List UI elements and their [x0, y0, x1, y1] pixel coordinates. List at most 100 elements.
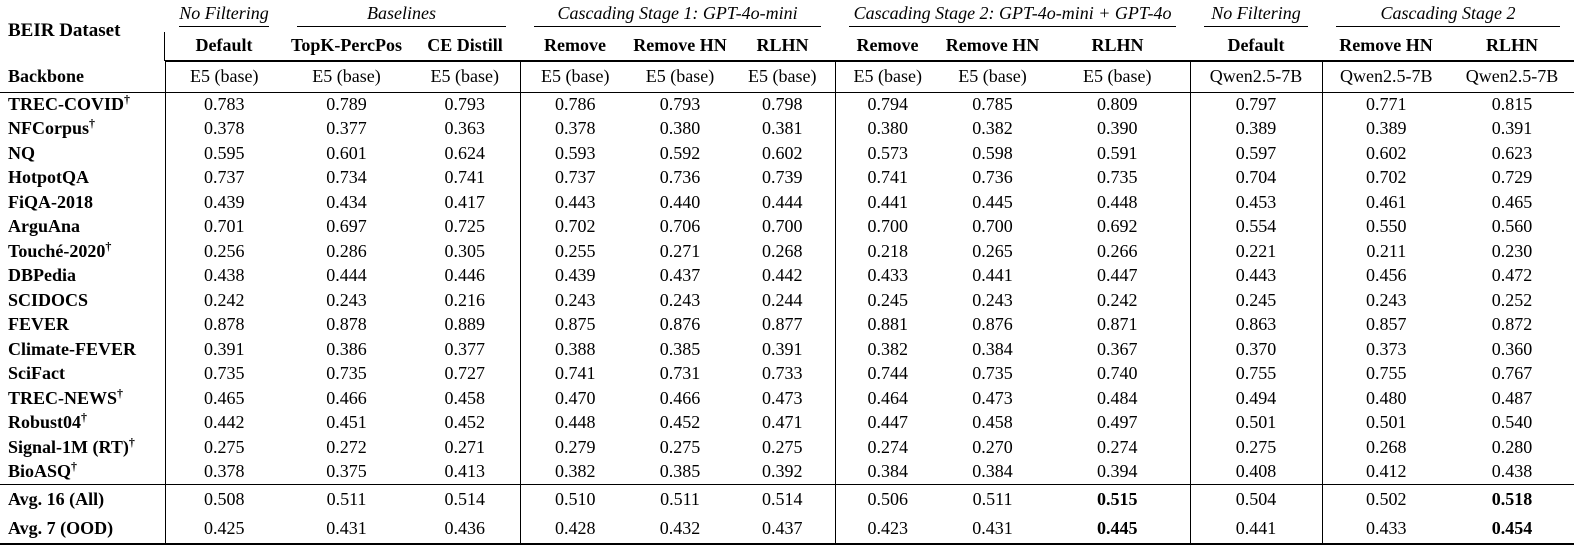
value-cell: 0.252 [1491, 289, 1533, 310]
value-cell: 0.464 [867, 387, 909, 408]
backbone-value: E5 (base) [835, 61, 941, 93]
value-cell: 0.733 [730, 361, 836, 386]
value-cell: 0.392 [730, 459, 836, 485]
value-cell: 0.438 [204, 265, 245, 286]
value-cell: 0.446 [410, 263, 521, 288]
dagger-icon: † [71, 459, 78, 473]
value-cell: 0.470 [555, 387, 596, 408]
value-cell: 0.480 [1366, 387, 1407, 408]
dataset-name: Avg. 16 (All) [0, 484, 166, 514]
dataset-name-text: SciFact [8, 363, 65, 384]
value-cell: 0.794 [867, 94, 909, 114]
average-value-cell: 0.511 [326, 488, 367, 509]
value-cell: 0.729 [1491, 167, 1533, 188]
value-cell: 0.441 [972, 265, 1013, 286]
value-cell: 0.735 [204, 363, 245, 384]
dataset-name-text: TREC-COVID [8, 94, 125, 114]
value-cell: 0.268 [730, 239, 836, 264]
backbone-value: E5 (base) [940, 61, 1046, 93]
table-header: BEIR Dataset No Filtering Baselines Cascadi… [0, 0, 1574, 93]
value-cell: 0.737 [555, 167, 596, 188]
value-cell: 0.453 [1190, 190, 1323, 215]
dataset-name: TREC-NEWS† [0, 386, 166, 411]
dagger-icon: † [124, 92, 131, 106]
value-cell: 0.465 [204, 387, 245, 408]
value-cell: 0.380 [659, 118, 701, 139]
value-cell: 0.876 [972, 314, 1013, 335]
value-cell: 0.702 [555, 216, 596, 237]
value-cell: 0.501 [1366, 412, 1407, 433]
value-cell: 0.573 [867, 142, 909, 163]
column-header-row: Default TopK-PercPos CE Distill Remove Remov… [0, 30, 1574, 62]
value-cell: 0.597 [1190, 141, 1323, 166]
value-cell: 0.413 [410, 459, 521, 485]
value-cell: 0.741 [410, 165, 521, 190]
table-row: Signal-1M (RT)† 0.275 0.272 0.271 0.279 0.275… [0, 435, 1574, 460]
value-cell: 0.439 [555, 265, 596, 286]
value-cell: 0.735 [1045, 165, 1191, 190]
dagger-icon: † [105, 239, 112, 253]
value-cell: 0.271 [410, 435, 521, 460]
value-cell: 0.382 [972, 118, 1013, 139]
value-cell: 0.735 [326, 363, 367, 384]
value-cell: 0.881 [867, 314, 909, 335]
value-cell: 0.386 [326, 338, 367, 359]
column-group-label: Baselines [297, 0, 506, 27]
value-cell: 0.591 [1045, 141, 1191, 166]
value-cell: 0.458 [972, 412, 1013, 433]
value-cell: 0.471 [730, 410, 836, 435]
value-cell: 0.221 [1190, 239, 1323, 264]
value-cell: 0.737 [204, 167, 245, 188]
table-row: Touché-2020† 0.256 0.286 0.305 0.255 0.271 0.2… [0, 239, 1574, 264]
value-cell: 0.443 [555, 191, 596, 212]
value-cell: 0.767 [1491, 363, 1533, 384]
value-cell: 0.243 [1366, 289, 1407, 310]
value-cell: 0.700 [972, 216, 1013, 237]
value-cell: 0.265 [972, 240, 1013, 261]
average-value-cell: 0.502 [1366, 488, 1407, 509]
value-cell: 0.740 [1045, 361, 1191, 386]
dataset-name: FEVER [0, 312, 166, 337]
value-cell: 0.783 [204, 94, 245, 114]
value-cell: 0.275 [1190, 435, 1323, 460]
dataset-name-text: Climate-FEVER [8, 338, 136, 359]
backbone-label: Backbone [0, 61, 166, 93]
average-value-cell: 0.510 [555, 488, 596, 509]
value-cell: 0.385 [659, 338, 701, 359]
average-value-cell: 0.511 [972, 488, 1013, 509]
value-cell: 0.275 [204, 436, 245, 457]
value-cell: 0.275 [730, 435, 836, 460]
value-cell: 0.876 [659, 314, 701, 335]
backbone-row: Backbone E5 (base) E5 (base) E5 (base) E5 (b… [0, 61, 1574, 93]
table-row: NQ 0.595 0.601 0.624 0.593 0.592 0.602 0.573 0.5… [0, 141, 1574, 166]
value-cell: 0.744 [867, 363, 909, 384]
dataset-name-text: FEVER [8, 314, 70, 335]
value-cell: 0.465 [1491, 191, 1533, 212]
value-cell: 0.384 [835, 459, 941, 485]
average-value-cell: 0.504 [1190, 484, 1323, 514]
value-cell: 0.734 [326, 167, 367, 188]
value-cell: 0.243 [972, 289, 1013, 310]
value-cell: 0.771 [1366, 94, 1407, 114]
value-cell: 0.452 [410, 410, 521, 435]
value-cell: 0.441 [867, 191, 909, 212]
value-cell: 0.442 [204, 412, 245, 433]
dataset-name: Signal-1M (RT)† [0, 435, 166, 460]
column-header: RLHN [1045, 30, 1191, 62]
value-cell: 0.373 [1366, 338, 1407, 359]
value-cell: 0.390 [1045, 116, 1191, 141]
value-cell: 0.877 [730, 312, 836, 337]
value-cell: 0.271 [659, 240, 701, 261]
value-cell: 0.378 [555, 118, 596, 139]
value-cell: 0.391 [204, 338, 245, 359]
average-value-cell: 0.432 [630, 514, 730, 545]
table-row: TREC-COVID† 0.783 0.789 0.793 0.786 0.793 0.79… [0, 92, 1574, 117]
backbone-value: E5 (base) [165, 61, 283, 93]
value-cell: 0.451 [326, 412, 367, 433]
dagger-icon: † [128, 435, 135, 449]
value-cell: 0.487 [1491, 387, 1533, 408]
value-cell: 0.437 [659, 265, 701, 286]
value-cell: 0.242 [204, 289, 245, 310]
table-row: SciFact 0.735 0.735 0.727 0.741 0.731 0.733 0.7… [0, 361, 1574, 386]
column-group-label: Cascading Stage 2 [1336, 0, 1561, 27]
